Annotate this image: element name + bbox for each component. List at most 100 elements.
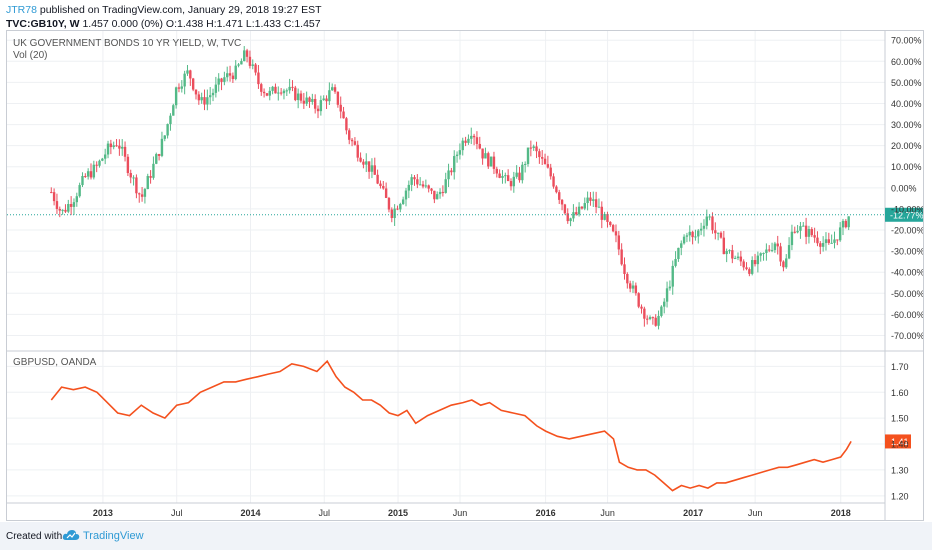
- candle-body[interactable]: [458, 150, 462, 155]
- candle-body[interactable]: [149, 176, 152, 178]
- candle-body[interactable]: [804, 225, 808, 237]
- candle-body[interactable]: [299, 93, 303, 101]
- candle-body[interactable]: [773, 243, 777, 251]
- candle-body[interactable]: [464, 140, 467, 143]
- candle-body[interactable]: [816, 237, 819, 244]
- candle-body[interactable]: [214, 84, 218, 93]
- candle-body[interactable]: [305, 97, 308, 104]
- candle-body[interactable]: [461, 140, 464, 151]
- candle-body[interactable]: [833, 239, 836, 243]
- candle-body[interactable]: [129, 173, 132, 178]
- candle-body[interactable]: [180, 86, 184, 89]
- candle-body[interactable]: [135, 177, 138, 194]
- candle-body[interactable]: [628, 283, 632, 289]
- candle-body[interactable]: [719, 232, 723, 238]
- candle-body[interactable]: [745, 267, 748, 270]
- candle-body[interactable]: [623, 264, 626, 274]
- candle-body[interactable]: [194, 89, 198, 95]
- candle-body[interactable]: [333, 87, 337, 92]
- candle-body[interactable]: [640, 306, 643, 309]
- candle-body[interactable]: [722, 237, 726, 255]
- candle-body[interactable]: [342, 111, 345, 119]
- candle-body[interactable]: [750, 260, 754, 274]
- candle-body[interactable]: [654, 317, 657, 326]
- candle-body[interactable]: [191, 78, 195, 90]
- candle-body[interactable]: [498, 173, 501, 178]
- candle-body[interactable]: [152, 163, 155, 178]
- candle-body[interactable]: [685, 235, 689, 237]
- candle-body[interactable]: [322, 98, 325, 101]
- candle-body[interactable]: [118, 145, 121, 149]
- candle-body[interactable]: [521, 164, 524, 181]
- candle-body[interactable]: [725, 251, 728, 255]
- candle-body[interactable]: [325, 98, 328, 102]
- candle-body[interactable]: [311, 98, 314, 102]
- candle-body[interactable]: [61, 209, 64, 211]
- candle-body[interactable]: [819, 243, 822, 247]
- candle-body[interactable]: [447, 170, 450, 180]
- candle-body[interactable]: [319, 100, 323, 112]
- candle-body[interactable]: [220, 78, 223, 82]
- candle-body[interactable]: [455, 154, 459, 157]
- candle-body[interactable]: [331, 87, 334, 91]
- candle-body[interactable]: [291, 86, 294, 88]
- candle-body[interactable]: [668, 286, 672, 289]
- candle-body[interactable]: [702, 225, 706, 229]
- candle-body[interactable]: [396, 208, 399, 210]
- candle-body[interactable]: [109, 143, 113, 148]
- candle-body[interactable]: [169, 115, 172, 125]
- candle-body[interactable]: [421, 184, 425, 187]
- candle-body[interactable]: [166, 124, 169, 136]
- candle-body[interactable]: [450, 170, 453, 173]
- candle-body[interactable]: [254, 64, 257, 73]
- candle-body[interactable]: [657, 315, 660, 326]
- candle-body[interactable]: [453, 156, 456, 173]
- candle-body[interactable]: [677, 247, 680, 260]
- candle-body[interactable]: [393, 208, 396, 219]
- candle-body[interactable]: [69, 204, 73, 207]
- candle-body[interactable]: [645, 318, 649, 320]
- candle-body[interactable]: [733, 258, 737, 260]
- candle-body[interactable]: [384, 188, 388, 198]
- candle-body[interactable]: [140, 194, 144, 197]
- candle-body[interactable]: [580, 206, 584, 209]
- candle-body[interactable]: [444, 179, 447, 193]
- candle-body[interactable]: [560, 199, 564, 205]
- candle-body[interactable]: [518, 172, 521, 181]
- candle-body[interactable]: [467, 138, 470, 143]
- candle-body[interactable]: [75, 196, 79, 203]
- candle-body[interactable]: [115, 145, 118, 147]
- candle-body[interactable]: [399, 204, 402, 210]
- candle-body[interactable]: [268, 90, 271, 96]
- candle-body[interactable]: [529, 147, 533, 149]
- candle-body[interactable]: [810, 229, 813, 236]
- candle-body[interactable]: [504, 175, 507, 177]
- candle-body[interactable]: [160, 138, 164, 156]
- candle-body[interactable]: [416, 179, 419, 185]
- candle-body[interactable]: [501, 175, 504, 178]
- candle-body[interactable]: [121, 146, 124, 149]
- candle-body[interactable]: [433, 190, 436, 200]
- candle-body[interactable]: [240, 61, 243, 65]
- candle-body[interactable]: [597, 206, 601, 208]
- candle-body[interactable]: [714, 230, 717, 234]
- candle-body[interactable]: [847, 216, 850, 228]
- candle-body[interactable]: [183, 73, 186, 87]
- candle-body[interactable]: [308, 97, 311, 102]
- candle-body[interactable]: [234, 65, 237, 80]
- candle-body[interactable]: [549, 167, 552, 177]
- candle-body[interactable]: [231, 75, 235, 80]
- candle-body[interactable]: [830, 242, 833, 244]
- candle-body[interactable]: [552, 176, 555, 187]
- candle-body[interactable]: [172, 105, 175, 116]
- candle-body[interactable]: [260, 84, 263, 92]
- candle-body[interactable]: [643, 308, 646, 319]
- candle-body[interactable]: [418, 184, 422, 186]
- candle-body[interactable]: [313, 98, 317, 109]
- candle-body[interactable]: [631, 285, 635, 289]
- candle-body[interactable]: [64, 209, 67, 212]
- candle-body[interactable]: [370, 165, 374, 172]
- candle-body[interactable]: [770, 250, 774, 252]
- candle-body[interactable]: [382, 186, 385, 189]
- yield-candles[interactable]: -12.77%: [7, 46, 923, 330]
